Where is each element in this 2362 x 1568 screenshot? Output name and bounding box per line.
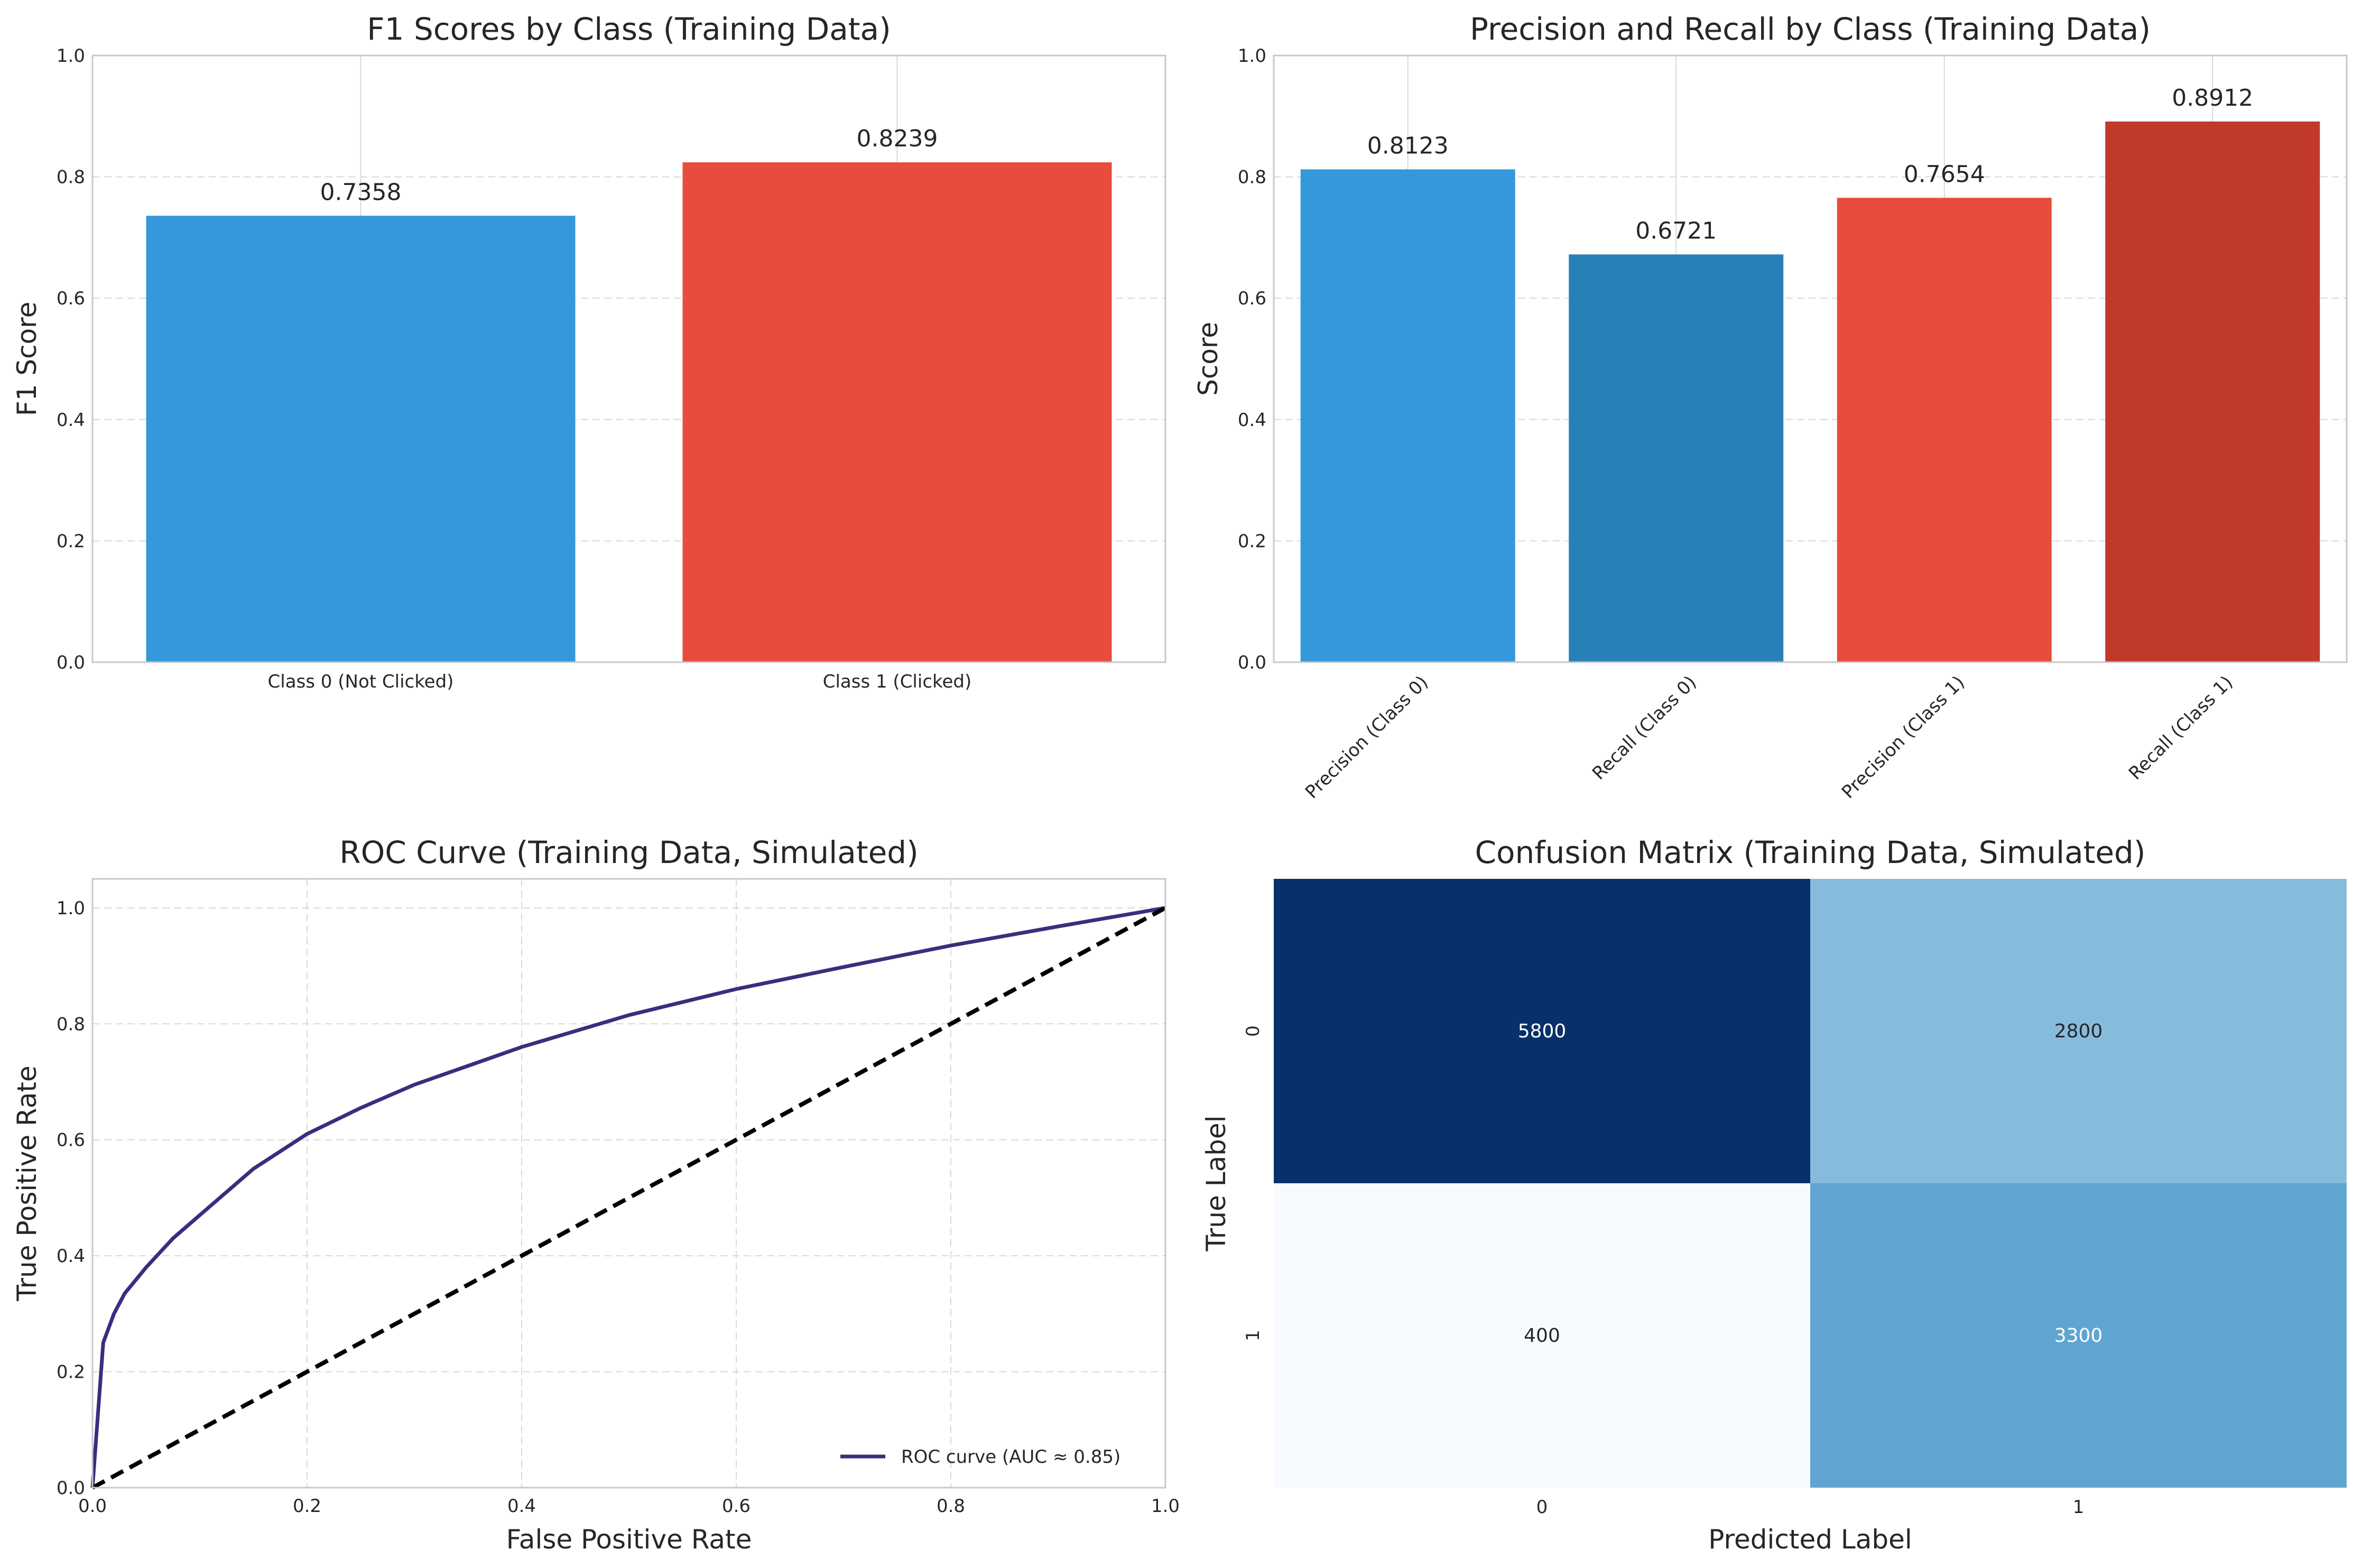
bar-value-label: 0.8123 [1367,132,1449,159]
chart-title: Precision and Recall by Class (Training … [1470,11,2151,47]
bar-value-label: 0.8239 [857,125,938,152]
bar [146,216,576,662]
f1-bar-chart: 0.0 0.2 0.4 0.6 0.8 1.0 0.7358 0.8239 Class 0 (N… [12,11,1166,692]
x-tick-label: Class 0 (Not Clicked) [268,671,454,692]
y-axis-title: True Positive Rate [12,1065,42,1301]
confusion-matrix-chart: 5800 2800 400 3300 0 1 0 1 Confusion Matrix (Tra… [1201,834,2347,1555]
y-tick-label: 0.4 [1238,410,1266,431]
cell-value-label: 400 [1524,1325,1560,1347]
bar-value-label: 0.6721 [1635,217,1717,244]
bar [682,162,1112,662]
y-tick-label: 0.8 [57,167,85,188]
roc-curve-chart: 0.0 0.2 0.4 0.6 0.8 1.0 0.0 0.2 0.4 0.6 0.8 1.0 ROC … [12,834,1180,1555]
x-tick-label: Recall (Class 0) [1588,672,1701,784]
x-axis-title: False Positive Rate [506,1524,752,1555]
bar-value-label: 0.8912 [2172,85,2253,112]
y-tick-label: 1 [1243,1330,1264,1341]
y-axis-title: True Label [1201,1116,1231,1252]
y-tick-label: 0 [1243,1025,1264,1037]
plot-frame [91,878,1166,1489]
y-tick-label: 0.0 [57,652,85,673]
chance-diagonal-line [91,906,1166,1490]
y-tick-label: 0.0 [1238,652,1266,673]
y-axis-title: Score [1193,322,1224,396]
x-tick-label: 0.4 [507,1496,536,1517]
y-tick-label: 0.4 [57,410,85,431]
y-tick-label: 0.2 [57,531,85,552]
x-tick-label: Class 1 (Clicked) [823,671,972,692]
cell-value-label: 3300 [2054,1325,2103,1347]
x-tick-label: Recall (Class 1) [2125,672,2237,784]
bar [2105,121,2320,662]
plot-frame [91,54,1166,663]
y-tick-label: 1.0 [57,898,85,919]
bar-value-label: 0.7358 [320,179,402,206]
chart-title: ROC Curve (Training Data, Simulated) [339,834,918,870]
bar-value-label: 0.7654 [1904,161,1985,188]
heatmap-cell [1810,879,2347,1183]
chart-title: Confusion Matrix (Training Data, Simulat… [1475,834,2146,870]
y-tick-label: 0.6 [57,288,85,309]
bar [1300,169,1515,662]
x-tick-label: Precision (Class 1) [1838,672,1969,803]
roc-curve-line [90,906,1166,1488]
y-tick-label: 0.4 [57,1246,85,1267]
x-tick-label: Precision (Class 0) [1301,672,1432,803]
heatmap-cell [1274,1183,1810,1488]
y-tick-label: 0.6 [1238,288,1266,309]
legend-label: ROC curve (AUC ≈ 0.85) [901,1446,1120,1468]
x-tick-label: 1 [2073,1497,2085,1518]
x-axis-title: Predicted Label [1708,1524,1912,1555]
x-tick-label: 0 [1536,1497,1548,1518]
x-tick-label: 0.8 [937,1496,965,1517]
y-tick-label: 0.8 [57,1014,85,1035]
y-tick-label: 1.0 [1238,45,1266,67]
x-tick-label: 0.2 [293,1496,321,1517]
x-tick-label: 0.0 [78,1496,107,1517]
chart-title: F1 Scores by Class (Training Data) [367,11,891,47]
y-tick-label: 0.8 [1238,167,1266,188]
plot-frame [1273,54,2348,663]
bar [1569,254,1784,662]
heatmap-cell [1810,1183,2347,1488]
y-tick-label: 0.2 [1238,531,1266,552]
y-axis-title: F1 Score [12,302,42,416]
bar [1837,198,2052,662]
cell-value-label: 5800 [1518,1020,1567,1042]
x-tick-label: 0.6 [722,1496,751,1517]
x-tick-label: 1.0 [1151,1496,1180,1517]
precision-recall-bar-chart: 0.0 0.2 0.4 0.6 0.8 1.0 0.8123 0.6721 0.7654 0.89… [1193,11,2348,803]
y-tick-label: 0.6 [57,1130,85,1151]
heatmap-cell [1274,879,1810,1183]
y-tick-label: 0.2 [57,1362,85,1383]
y-tick-label: 1.0 [57,45,85,67]
y-tick-label: 0.0 [57,1478,85,1499]
cell-value-label: 2800 [2054,1020,2103,1042]
